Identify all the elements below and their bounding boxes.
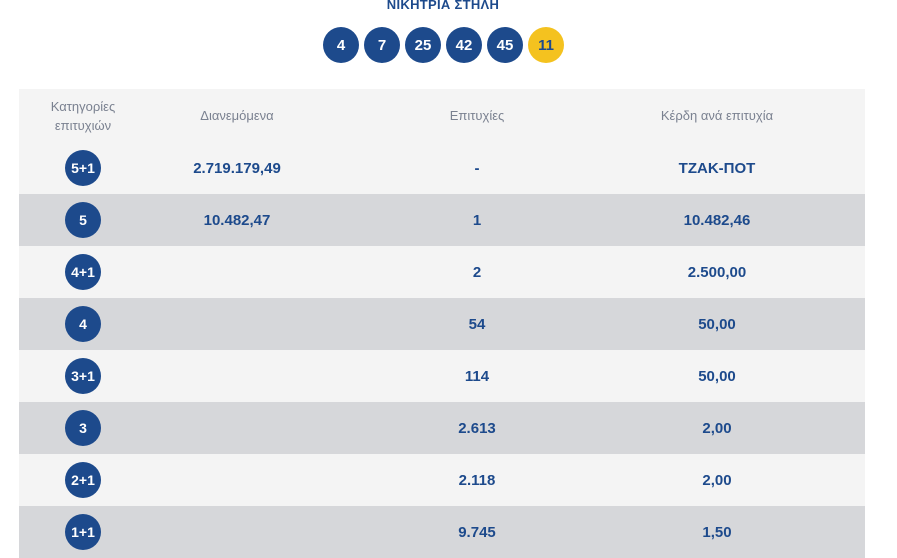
category-badge: 5: [65, 202, 101, 238]
prize-cell: 50,00: [698, 315, 736, 333]
number-ball: 25: [405, 27, 441, 63]
number-ball: 4: [323, 27, 359, 63]
table-row: 3 2.613 2,00: [19, 402, 865, 454]
number-ball: 42: [446, 27, 482, 63]
joker-ball: 11: [528, 27, 564, 63]
category-badge: 4+1: [65, 254, 101, 290]
header-winners: Επιτυχίες: [449, 108, 505, 123]
category-badge: 3+1: [65, 358, 101, 394]
table-row: 5 10.482,47 1 10.482,46: [19, 194, 865, 246]
winning-column-title: ΝΙΚΗΤΡΙΑ ΣΤΗΛΗ: [386, 0, 500, 12]
number-ball: 45: [487, 27, 523, 63]
prize-cell: 10.482,46: [683, 211, 751, 229]
prize-cell: 1,50: [702, 523, 732, 541]
winners-cell: 2.118: [458, 471, 496, 489]
prize-table: Κατηγορίες επιτυχιών Διανεμόμενα Επιτυχί…: [19, 89, 865, 558]
table-row: 3+1 114 50,00: [19, 350, 865, 402]
prize-cell: 2.500,00: [687, 263, 747, 281]
table-row: 2+1 2.118 2,00: [19, 454, 865, 506]
prize-cell: ΤΖΑΚ-ΠΟΤ: [678, 159, 756, 177]
winners-cell: 54: [468, 315, 486, 333]
category-badge: 4: [65, 306, 101, 342]
winners-cell: 2.613: [458, 419, 496, 437]
category-badge: 3: [65, 410, 101, 446]
winners-cell: 9.745: [458, 523, 496, 541]
prize-cell: 50,00: [698, 367, 736, 385]
table-row: 1+1 9.745 1,50: [19, 506, 865, 558]
table-header: Κατηγορίες επιτυχιών Διανεμόμενα Επιτυχί…: [19, 89, 865, 142]
table-row: 5+1 2.719.179,49 - ΤΖΑΚ-ΠΟΤ: [19, 142, 865, 194]
header-prize: Κέρδη ανά επιτυχία: [660, 108, 774, 123]
table-row: 4+1 2 2.500,00: [19, 246, 865, 298]
winners-cell: -: [474, 159, 480, 177]
winning-numbers: 4 7 25 42 45 11: [323, 27, 564, 63]
winners-cell: 2: [472, 263, 482, 281]
category-badge: 1+1: [65, 514, 101, 550]
winners-cell: 114: [464, 367, 490, 385]
category-badge: 5+1: [65, 150, 101, 186]
distributed-cell: 10.482,47: [203, 211, 271, 229]
distributed-cell: 2.719.179,49: [193, 159, 281, 177]
header-distributed: Διανεμόμενα: [200, 108, 274, 123]
prize-cell: 2,00: [702, 419, 732, 437]
winners-cell: 1: [472, 211, 482, 229]
prize-cell: 2,00: [702, 471, 732, 489]
header-category: Κατηγορίες επιτυχιών: [50, 98, 116, 133]
number-ball: 7: [364, 27, 400, 63]
table-row: 4 54 50,00: [19, 298, 865, 350]
category-badge: 2+1: [65, 462, 101, 498]
